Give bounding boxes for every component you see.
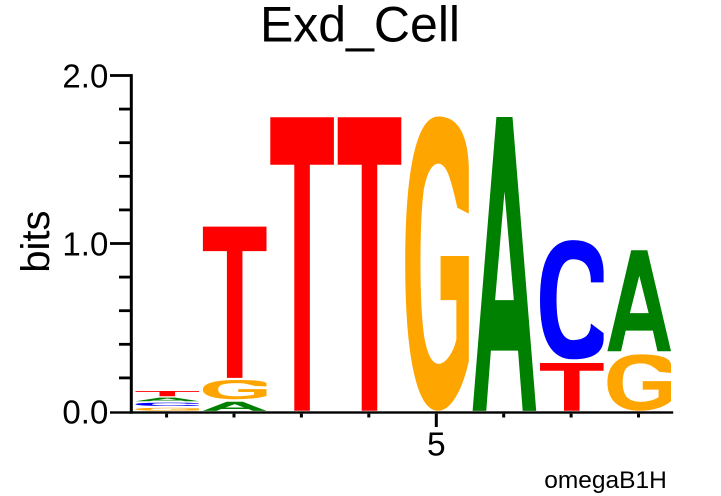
svg-text:Exd_Cell: Exd_Cell — [260, 0, 460, 52]
svg-text:bits: bits — [14, 210, 58, 272]
svg-text:omegaB1H: omegaB1H — [544, 467, 667, 494]
svg-text:0.0: 0.0 — [62, 394, 108, 431]
svg-text:5: 5 — [427, 427, 446, 464]
svg-text:1.0: 1.0 — [62, 226, 108, 263]
svg-text:2.0: 2.0 — [62, 58, 108, 95]
